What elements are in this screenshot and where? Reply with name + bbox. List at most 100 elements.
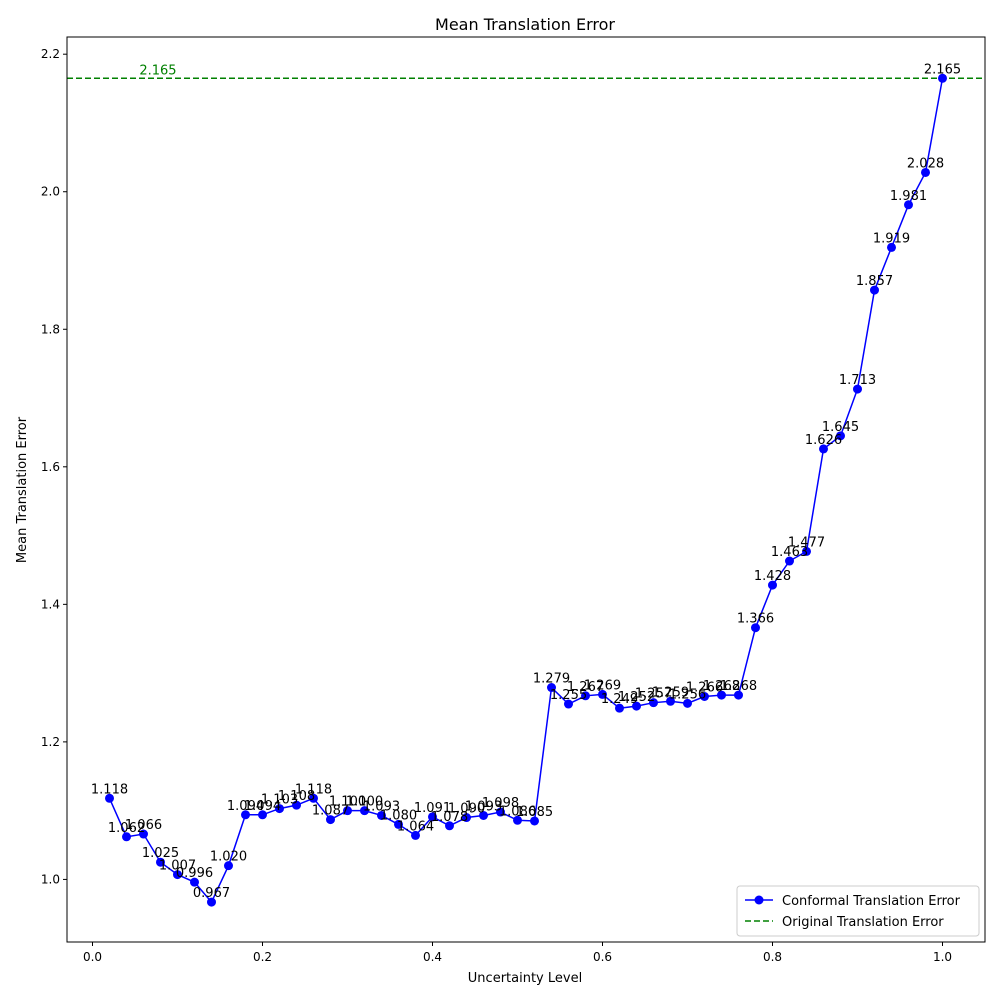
data-point	[615, 703, 624, 713]
data-point	[496, 807, 505, 817]
axis-ticks: 0.0 0.2 0.4 0.6 0.8 1.0 1.0 1.2 1.4 1.6 1.8 2.0 2.2	[41, 47, 952, 964]
data-point	[445, 821, 454, 831]
y-tick-label: 1.0	[41, 872, 60, 886]
data-point	[479, 810, 488, 820]
data-point	[802, 546, 811, 556]
data-point	[785, 556, 794, 566]
data-point	[122, 832, 131, 842]
x-tick-label: 0.2	[253, 950, 272, 964]
data-label: 1.094	[227, 799, 264, 814]
data-label: 1.085	[516, 805, 553, 820]
data-label: 1.020	[210, 850, 247, 865]
data-label: 1.086	[499, 804, 536, 819]
data-label: 1.100	[346, 795, 383, 810]
data-point	[360, 806, 369, 816]
data-label: 1.062	[108, 821, 145, 836]
data-point	[207, 897, 216, 907]
data-label: 1.091	[414, 801, 451, 816]
y-axis-label: Mean Translation Error	[15, 416, 30, 563]
data-point	[394, 819, 403, 829]
data-label: 1.025	[142, 846, 179, 861]
series-group	[105, 73, 947, 907]
data-label: 1.249	[601, 692, 638, 707]
data-point	[326, 815, 335, 825]
data-label: 1.100	[329, 795, 366, 810]
y-tick-label: 2.2	[41, 47, 60, 61]
data-point	[275, 804, 284, 814]
data-label: 1.279	[533, 672, 570, 687]
data-label: 1.857	[856, 274, 893, 289]
data-point	[428, 812, 437, 822]
data-point	[564, 699, 573, 709]
data-label: 1.093	[363, 799, 400, 814]
data-point	[292, 800, 301, 810]
data-point	[513, 815, 522, 825]
data-point	[173, 870, 182, 880]
data-label: 1.645	[822, 420, 859, 435]
legend-label-conformal: Conformal Translation Error	[782, 894, 961, 909]
data-label: 1.981	[890, 189, 927, 204]
data-point	[649, 698, 658, 708]
data-point	[921, 167, 930, 177]
data-point	[581, 691, 590, 701]
data-point	[734, 690, 743, 700]
x-tick-label: 1.0	[933, 950, 952, 964]
data-point	[190, 877, 199, 887]
conformal-error-line	[108, 78, 944, 904]
data-label: 1.268	[703, 679, 740, 694]
data-label: 1.366	[737, 612, 774, 627]
data-label: 1.428	[754, 569, 791, 584]
data-label: 1.255	[550, 688, 587, 703]
data-point	[700, 691, 709, 701]
data-label: 1.080	[380, 808, 417, 823]
data-point	[853, 384, 862, 394]
data-label: 0.996	[176, 866, 213, 881]
data-label: 1.256	[669, 687, 706, 702]
data-label: 1.103	[261, 793, 298, 808]
data-point	[224, 861, 233, 871]
legend-box	[736, 885, 980, 937]
data-label: 1.463	[771, 545, 808, 560]
data-point	[139, 829, 148, 839]
data-point	[768, 580, 777, 590]
data-point	[547, 683, 556, 693]
data-point	[751, 623, 760, 633]
y-tick-label: 1.4	[41, 597, 60, 611]
data-label: 1.078	[431, 810, 468, 825]
data-point	[241, 810, 250, 820]
data-label: 1.267	[567, 680, 604, 695]
data-label: 2.028	[907, 156, 944, 171]
data-point	[938, 73, 947, 83]
data-label: 1.066	[125, 818, 162, 833]
data-point	[836, 431, 845, 441]
data-point	[717, 690, 726, 700]
data-label: 1.118	[295, 782, 332, 797]
data-label: 1.093	[465, 799, 502, 814]
original-error-label: 2.165	[139, 63, 176, 78]
data-point	[632, 701, 641, 711]
data-label: 1.257	[635, 687, 672, 702]
data-point	[377, 810, 386, 820]
legend-marker-conformal	[754, 895, 764, 905]
data-label: 1.919	[873, 231, 910, 246]
data-label: 1.266	[686, 680, 723, 695]
x-tick-label: 0.4	[423, 950, 442, 964]
data-label: 1.626	[805, 433, 842, 448]
data-label: 0.967	[193, 886, 230, 901]
y-tick-label: 1.2	[41, 735, 60, 749]
y-tick-label: 1.6	[41, 460, 60, 474]
data-label: 2.165	[924, 62, 961, 77]
x-tick-label: 0.0	[83, 950, 102, 964]
data-point	[309, 793, 318, 803]
data-point	[462, 813, 471, 823]
reference-line-group: 2.165	[67, 63, 985, 80]
data-point	[598, 689, 607, 699]
chart-title: Mean Translation Error	[435, 15, 615, 34]
x-tick-label: 0.8	[763, 950, 782, 964]
data-label: 1.098	[482, 796, 519, 811]
data-point	[904, 200, 913, 210]
data-point	[683, 698, 692, 708]
